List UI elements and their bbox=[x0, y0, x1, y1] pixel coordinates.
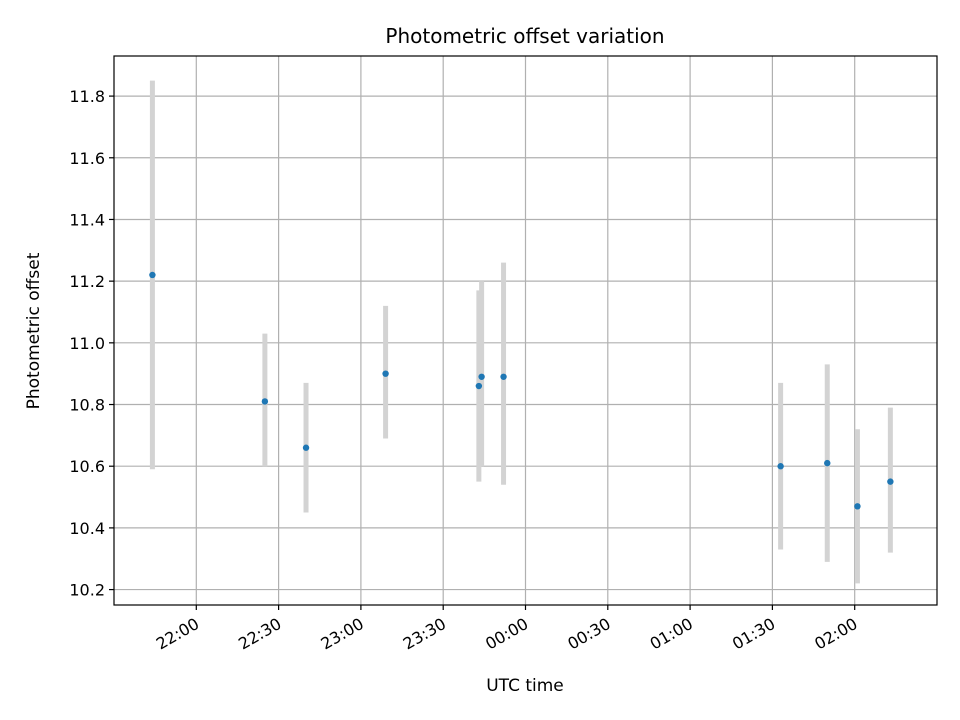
x-tick-label: 00:00 bbox=[482, 614, 531, 654]
data-point bbox=[475, 382, 483, 390]
x-tick-label: 23:00 bbox=[317, 614, 366, 654]
data-point bbox=[478, 373, 485, 380]
x-axis-ticks: 22:00 22:30 23:00 23:30 00:00 00:30 01:00 01:30… bbox=[153, 605, 861, 654]
y-tick-label: 10.8 bbox=[69, 396, 105, 415]
y-tick-label: 10.2 bbox=[69, 581, 105, 600]
x-tick-label: 22:30 bbox=[235, 614, 284, 654]
error-bars bbox=[149, 80, 893, 584]
data-point bbox=[261, 398, 269, 405]
x-tick-label: 02:00 bbox=[811, 614, 860, 654]
y-tick-label: 10.6 bbox=[69, 457, 105, 476]
data-point bbox=[302, 444, 310, 451]
x-tick-label: 23:30 bbox=[400, 614, 449, 654]
x-tick-label: 22:00 bbox=[153, 614, 202, 654]
y-tick-label: 10.4 bbox=[69, 519, 105, 538]
x-tick-label: 01:00 bbox=[647, 614, 696, 654]
x-axis-label: UTC time bbox=[486, 676, 564, 696]
x-tick-label: 00:30 bbox=[564, 614, 613, 654]
data-point bbox=[382, 370, 389, 377]
y-tick-label: 11.6 bbox=[69, 149, 105, 168]
grid-lines bbox=[114, 56, 937, 605]
y-tick-label: 11.2 bbox=[69, 272, 105, 291]
y-axis-ticks: 10.2 10.4 10.6 10.8 11.0 11.2 11.4 11.6 11.8 bbox=[69, 87, 114, 600]
y-axis-label: Photometric offset bbox=[24, 252, 44, 409]
chart-title: Photometric offset variation bbox=[385, 24, 664, 48]
y-tick-label: 11.8 bbox=[69, 87, 105, 106]
data-point bbox=[500, 373, 507, 380]
x-tick-label: 01:30 bbox=[729, 614, 778, 654]
y-tick-label: 11.0 bbox=[69, 334, 105, 353]
data-point bbox=[777, 463, 784, 470]
data-point bbox=[854, 503, 861, 510]
data-point bbox=[149, 271, 156, 279]
data-point bbox=[887, 478, 894, 485]
data-points bbox=[149, 271, 894, 510]
data-point bbox=[824, 459, 831, 467]
y-tick-label: 11.4 bbox=[69, 210, 105, 229]
